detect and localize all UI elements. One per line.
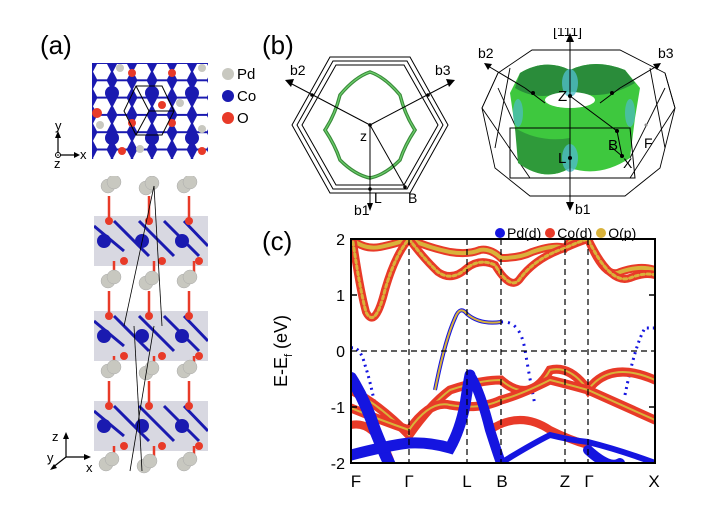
- x-tick-B: B: [496, 472, 507, 491]
- y-tick-0: 0: [336, 344, 345, 361]
- pd-d-marker-icon: [495, 228, 505, 238]
- x-tick-L: L: [462, 472, 471, 491]
- x-tick-F: F: [351, 472, 361, 491]
- side-view-crystal-image: [92, 174, 210, 476]
- band-structure-chart: 2 1 0 -1 -2 F Γ L B Z Γ X: [320, 230, 665, 500]
- legend-item-o: O: [222, 107, 256, 129]
- axis-label-y: y: [55, 118, 62, 133]
- x-tick-Gamma-2: Γ: [584, 472, 593, 491]
- legend-item-pd: Pd: [222, 63, 256, 85]
- axis-label-x: x: [86, 460, 93, 475]
- bz-label-b3: b3: [435, 62, 451, 78]
- panel-b-label: (b): [262, 30, 294, 60]
- y-axis-label: E-Ef (eV): [271, 314, 295, 388]
- legend-label-co-d: Co(d): [557, 225, 593, 241]
- y-tick-neg2: -2: [331, 456, 345, 473]
- top-view-crystal-image: [92, 63, 208, 159]
- o-atom-icon: [222, 112, 234, 124]
- bz-label-b1: b1: [354, 202, 370, 215]
- legend-label-o-p: O(p): [608, 225, 637, 241]
- side-view-axes: z x y: [42, 425, 98, 475]
- co-atom-icon: [222, 90, 234, 102]
- y-tick-neg1: -1: [331, 400, 345, 417]
- y-tick-1: 1: [336, 288, 345, 305]
- axis-label-z: z: [52, 429, 59, 444]
- axis-label-x: x: [80, 147, 87, 162]
- bz-label-B: B: [608, 137, 618, 154]
- legend-label: O: [237, 109, 249, 127]
- o-p-marker-icon: [596, 228, 607, 238]
- panel-c-label: (c): [262, 226, 293, 256]
- bz-label-b1: b1: [575, 201, 591, 217]
- bz-label-b2: b2: [290, 62, 306, 78]
- y-tick-2: 2: [336, 232, 345, 249]
- x-tick-X: X: [648, 472, 659, 491]
- legend-item-co: Co: [222, 85, 256, 107]
- bz-label-b2: b2: [478, 45, 494, 61]
- x-tick-Gamma: Γ: [404, 472, 413, 491]
- bz-label-F: F: [644, 135, 653, 151]
- brillouin-zone-top-view: b2 b3 b1 z L B: [280, 45, 460, 218]
- bz-label-z: z: [360, 128, 367, 144]
- bz-label-B: B: [408, 190, 417, 206]
- atom-legend: Pd Co O: [222, 63, 256, 129]
- co-d-marker-icon: [545, 228, 556, 238]
- bz-label-X: X: [623, 155, 633, 171]
- panel-a-label: (a): [40, 30, 72, 60]
- bz-label-Z: Z: [558, 88, 567, 105]
- top-view-axes: y x z: [48, 118, 88, 171]
- x-tick-Z: Z: [560, 472, 570, 491]
- pd-atom-icon: [222, 68, 234, 80]
- legend-label: Co: [237, 87, 257, 105]
- bz-label-b3: b3: [658, 45, 674, 61]
- axis-label-z: z: [54, 156, 61, 168]
- legend-label-pd-d: Pd(d): [507, 225, 542, 241]
- brillouin-zone-3d-fermi-surface: [111] b2 b3 b1 Z L B X F: [470, 23, 700, 218]
- orbital-legend: Pd(d) Co(d) O(p): [495, 225, 636, 241]
- bz-label-L: L: [558, 150, 566, 167]
- direction-label-111: [111]: [553, 28, 582, 39]
- bz-label-L: L: [374, 190, 382, 206]
- axis-label-y: y: [47, 450, 54, 465]
- legend-label: Pd: [237, 65, 256, 83]
